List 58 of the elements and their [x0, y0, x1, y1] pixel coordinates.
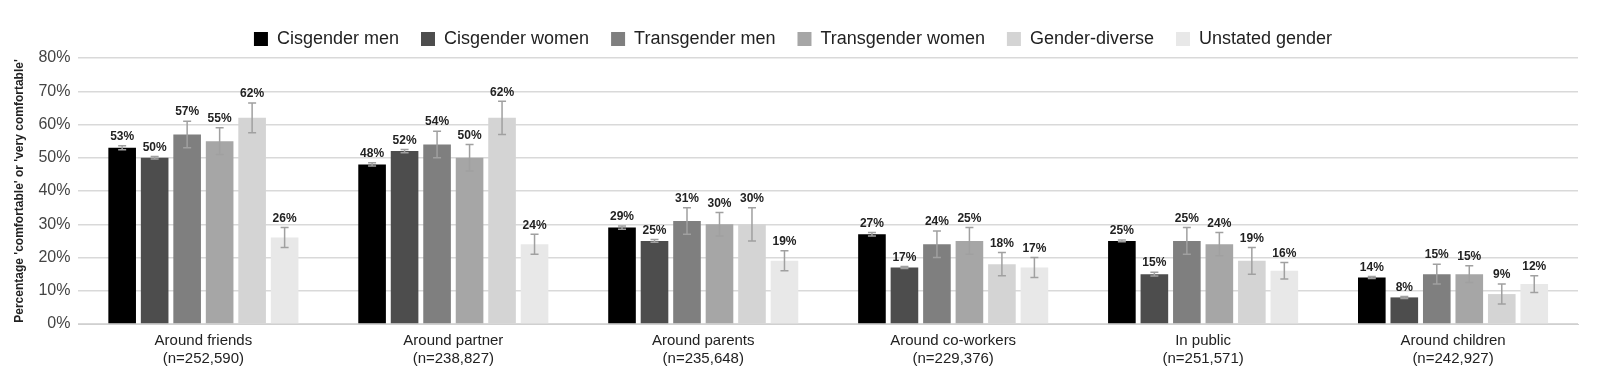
data-label: 25% [1174, 210, 1200, 225]
data-label: 62% [490, 84, 515, 99]
data-label: 26% [272, 210, 297, 225]
data-label: 62% [240, 86, 265, 101]
data-label: 17% [1022, 240, 1047, 255]
data-label: 19% [772, 234, 797, 249]
data-label: 30% [739, 190, 765, 205]
y-tick-label: 40% [38, 181, 71, 199]
data-label: 9% [1493, 267, 1511, 282]
data-label: 15% [1424, 247, 1450, 262]
data-label: 52% [392, 132, 417, 147]
data-label: 24% [924, 214, 950, 229]
data-label: 15% [1142, 255, 1167, 270]
data-label: 50% [457, 127, 482, 142]
data-label: 8% [1395, 279, 1414, 294]
data-label: 19% [1239, 230, 1265, 245]
data-label: 24% [1207, 215, 1232, 230]
data-label: 12% [1522, 259, 1547, 274]
y-tick-label: 0% [47, 314, 71, 332]
data-label: 15% [1457, 249, 1482, 264]
data-label: 55% [207, 111, 232, 126]
y-tick-label: 70% [38, 81, 71, 99]
data-label: 50% [142, 139, 167, 154]
x-tick-label: Around friends (n=252,590) [154, 331, 253, 367]
x-tick-label: Around co-workers (n=229,376) [890, 331, 1017, 367]
data-label: 17% [892, 249, 917, 264]
y-tick-label: 30% [38, 214, 71, 232]
x-tick-label: Around parents (n=235,648) [651, 331, 755, 367]
data-label: 29% [610, 209, 635, 224]
x-tick-label: Around partner (n=238,827) [403, 331, 504, 367]
data-label: 53% [110, 129, 135, 144]
data-label: 24% [522, 217, 547, 232]
y-tick-label: 20% [38, 247, 71, 265]
data-label: 14% [1359, 259, 1385, 274]
x-tick-label: Around children (n=242,927) [1400, 331, 1506, 367]
y-tick-label: 50% [38, 148, 71, 166]
legend-label: Gender-diverse [1029, 27, 1154, 48]
data-label: 27% [859, 215, 885, 230]
x-tick-label: In public (n=251,571) [1162, 331, 1244, 367]
y-tick-label: 80% [38, 48, 71, 66]
data-label: 48% [360, 146, 385, 161]
data-label: 54% [425, 114, 450, 129]
data-label: 25% [1109, 223, 1135, 238]
data-label: 25% [642, 222, 667, 237]
data-label: 18% [989, 235, 1015, 250]
legend-label: Cisgender women [444, 27, 590, 48]
data-label: 25% [957, 210, 982, 225]
y-tick-label: 10% [38, 281, 71, 299]
data-label: 57% [175, 104, 200, 119]
y-axis-title: Percentage 'comfortable' or 'very comfortable' [11, 59, 26, 323]
data-label: 30% [707, 195, 732, 210]
y-tick-label: 60% [38, 114, 71, 132]
data-label: 16% [1272, 245, 1297, 260]
legend-label: Unstated gender [1198, 27, 1333, 48]
legend-label: Cisgender men [276, 27, 400, 48]
legend-label: Transgender women [820, 27, 985, 48]
data-label: 31% [674, 190, 700, 205]
legend-label: Transgender men [634, 27, 776, 48]
